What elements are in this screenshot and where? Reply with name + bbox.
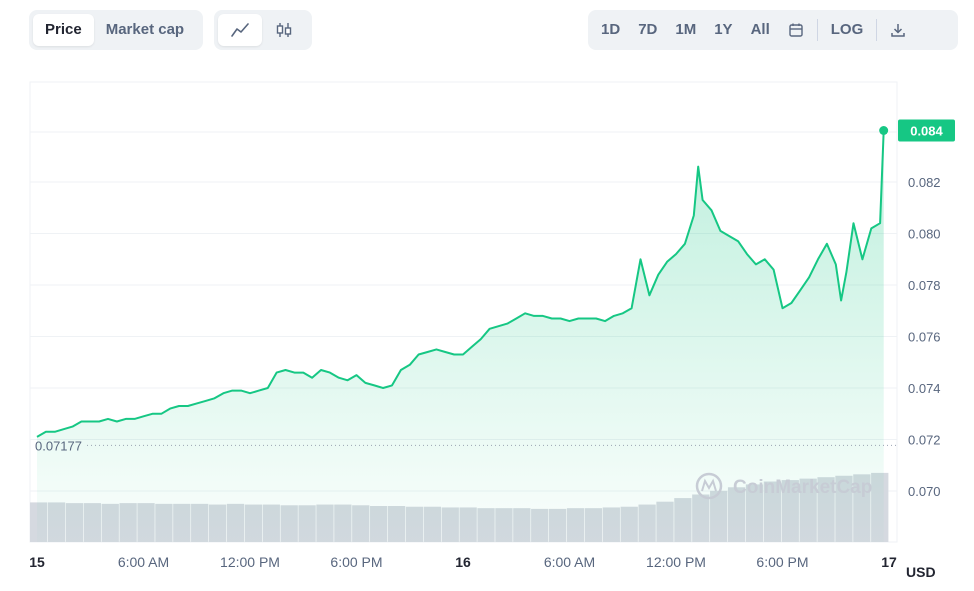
x-tick-label: 6:00 PM: [330, 554, 382, 570]
price-area: [36, 130, 885, 542]
x-tick-label: 17: [881, 554, 897, 570]
y-axis-labels: 0.070 0.072 0.074 0.076 0.078 0.080 0.082: [908, 175, 941, 499]
x-tick-label: 6:00 AM: [118, 554, 169, 570]
y-tick-label: 0.072: [908, 433, 941, 448]
range-1m-button[interactable]: 1M: [675, 21, 697, 38]
market-cap-tab[interactable]: Market cap: [105, 21, 185, 38]
price-line: [36, 130, 885, 438]
range-1y-button[interactable]: 1Y: [714, 21, 733, 38]
x-tick-label: 12:00 PM: [220, 554, 280, 570]
line-chart-icon[interactable]: [218, 14, 262, 46]
metric-toggle: Price Market cap: [29, 10, 203, 50]
currency-unit-label: USD: [906, 564, 936, 580]
y-tick-label: 0.080: [908, 227, 941, 242]
time-range-toggle: 1D 7D 1M 1Y All LOG: [588, 10, 958, 50]
coinmarketcap-watermark: CoinMarketCap: [695, 472, 872, 500]
chart-type-toggle: [214, 10, 312, 50]
current-price-badge: [898, 119, 955, 142]
candlestick-icon[interactable]: [262, 14, 306, 46]
price-tab[interactable]: Price: [33, 14, 94, 46]
x-tick-label: 12:00 PM: [646, 554, 706, 570]
divider: [876, 19, 878, 41]
y-tick-label: 0.082: [908, 175, 941, 190]
current-price-dot: [879, 126, 889, 135]
y-tick-label: 0.070: [908, 484, 941, 499]
x-tick-label: 15: [29, 554, 45, 570]
range-1d-button[interactable]: 1D: [601, 21, 621, 38]
log-scale-button[interactable]: LOG: [830, 21, 864, 38]
x-tick-label: 6:00 AM: [544, 554, 595, 570]
watermark-text: CoinMarketCap: [733, 477, 872, 498]
divider: [816, 19, 818, 41]
current-price-label: 0.084: [910, 124, 943, 139]
baseline-label: 0.07177: [35, 438, 82, 453]
current-price-marker: 0.084: [879, 119, 955, 142]
range-all-button[interactable]: All: [750, 21, 770, 38]
x-axis-labels: 15 6:00 AM 12:00 PM 6:00 PM 16 6:00 AM 12:00 P…: [29, 554, 897, 570]
price-area-fill: [37, 130, 884, 542]
x-tick-label: 16: [455, 554, 471, 570]
calendar-icon[interactable]: [779, 14, 813, 46]
y-tick-label: 0.074: [908, 381, 941, 396]
x-tick-label: 6:00 PM: [756, 554, 808, 570]
y-tick-label: 0.078: [908, 278, 941, 293]
y-tick-label: 0.076: [908, 330, 941, 345]
range-7d-button[interactable]: 7D: [638, 21, 658, 38]
download-icon[interactable]: [881, 14, 915, 46]
